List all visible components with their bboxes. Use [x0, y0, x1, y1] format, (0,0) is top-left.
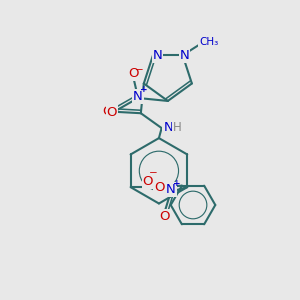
Text: O: O	[160, 210, 170, 224]
Text: O: O	[128, 67, 138, 80]
Text: N: N	[180, 49, 189, 62]
Text: +: +	[173, 179, 181, 188]
Text: O: O	[154, 181, 165, 194]
Text: O: O	[143, 175, 153, 188]
Text: O: O	[102, 105, 113, 118]
Text: +: +	[140, 85, 148, 94]
Text: CH₃: CH₃	[199, 37, 218, 47]
Text: N: N	[163, 121, 173, 134]
Text: −: −	[149, 168, 158, 178]
Text: N: N	[133, 90, 143, 103]
Text: O: O	[107, 106, 117, 119]
Text: −: −	[135, 65, 144, 75]
Text: N: N	[153, 49, 162, 62]
Text: N: N	[166, 183, 176, 196]
Text: H: H	[173, 121, 182, 134]
